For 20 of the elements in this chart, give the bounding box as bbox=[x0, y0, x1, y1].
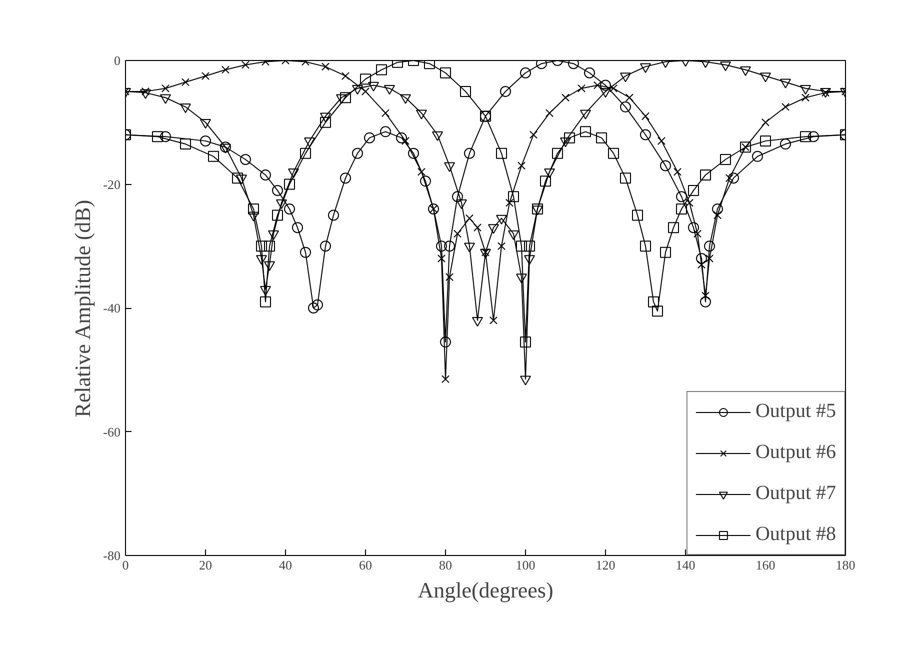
legend-label: Output #8 bbox=[755, 523, 836, 546]
y-tick-label: -40 bbox=[103, 300, 121, 316]
x-tick-label: 180 bbox=[836, 558, 856, 572]
y-tick-label: 0 bbox=[114, 53, 120, 68]
legend-label: Output #6 bbox=[755, 441, 836, 464]
x-tick-label: 20 bbox=[199, 558, 212, 572]
x-tick-label: 40 bbox=[279, 558, 292, 572]
y-axis-title: Relative Amplitude (dB) bbox=[70, 200, 96, 418]
x-tick-label: 140 bbox=[676, 558, 696, 572]
x-tick-label: 160 bbox=[756, 558, 776, 572]
x-tick-label: 120 bbox=[596, 558, 616, 572]
x-tick-label: 100 bbox=[516, 558, 536, 572]
legend-label: Output #5 bbox=[755, 400, 836, 423]
x-tick-label: 60 bbox=[359, 558, 372, 572]
x-tick-label: 80 bbox=[439, 558, 452, 572]
x-axis-title: Angle(degrees) bbox=[418, 578, 554, 602]
legend-label: Output #7 bbox=[755, 482, 836, 505]
y-tick-label: -60 bbox=[103, 424, 121, 440]
y-tick-label: -80 bbox=[103, 548, 121, 563]
y-tick-label: -20 bbox=[103, 176, 121, 192]
